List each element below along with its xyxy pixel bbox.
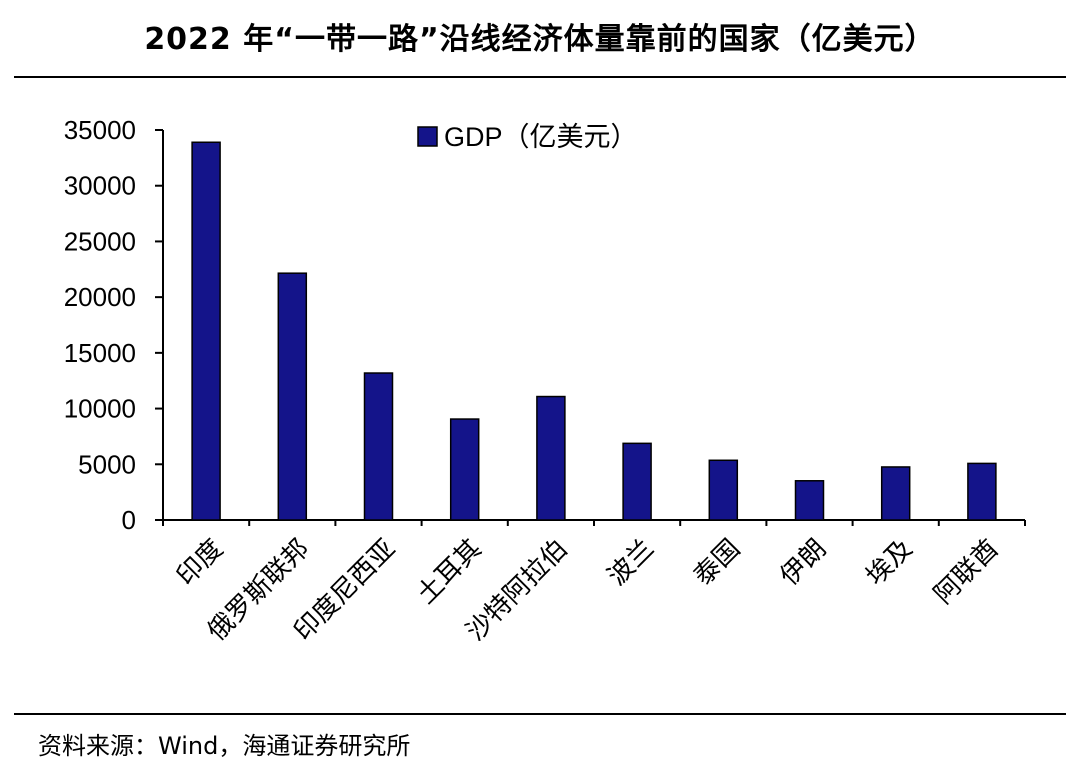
category-label: 印度 bbox=[171, 534, 229, 592]
category-label: 土耳其 bbox=[411, 534, 487, 610]
source-note: 资料来源：Wind，海通证券研究所 bbox=[38, 732, 411, 760]
bar bbox=[536, 395, 566, 521]
bar bbox=[708, 459, 739, 521]
bar bbox=[880, 466, 911, 521]
y-tick-label: 10000 bbox=[64, 394, 136, 424]
y-tick-label: 25000 bbox=[64, 226, 136, 256]
y-tick-label: 15000 bbox=[64, 338, 136, 368]
category-label: 阿联酋 bbox=[928, 534, 1004, 610]
y-tick-label: 0 bbox=[122, 505, 136, 535]
bar bbox=[449, 418, 480, 521]
legend-swatch bbox=[417, 126, 438, 147]
bar bbox=[967, 462, 997, 521]
y-tick-label: 35000 bbox=[64, 115, 136, 145]
category-label: 波兰 bbox=[602, 534, 660, 592]
bar bbox=[622, 442, 652, 521]
chart-title: 2022 年“一带一路”沿线经济体量靠前的国家（亿美元） bbox=[144, 22, 936, 57]
bottom-rule bbox=[14, 713, 1066, 715]
category-label: 伊朗 bbox=[774, 534, 832, 592]
y-axis: 0 5000 10000 15000 20000 25000 30000 35000 bbox=[64, 115, 164, 535]
legend: GDP（亿美元） bbox=[417, 122, 638, 152]
y-tick-label: 30000 bbox=[64, 171, 136, 201]
bar-chart: 0 5000 10000 15000 20000 25000 30000 35000 印度俄罗… bbox=[64, 115, 1026, 647]
y-tick-label: 20000 bbox=[64, 282, 136, 312]
bar bbox=[794, 480, 825, 521]
bar bbox=[363, 372, 394, 521]
top-rule bbox=[14, 76, 1066, 78]
category-label: 埃及 bbox=[861, 534, 919, 592]
bar bbox=[191, 141, 221, 521]
x-axis bbox=[162, 519, 1026, 526]
category-label: 泰国 bbox=[688, 534, 746, 592]
y-tick-label: 5000 bbox=[78, 449, 136, 479]
bar bbox=[277, 272, 308, 521]
legend-label: GDP（亿美元） bbox=[444, 122, 638, 152]
bars bbox=[191, 141, 997, 521]
